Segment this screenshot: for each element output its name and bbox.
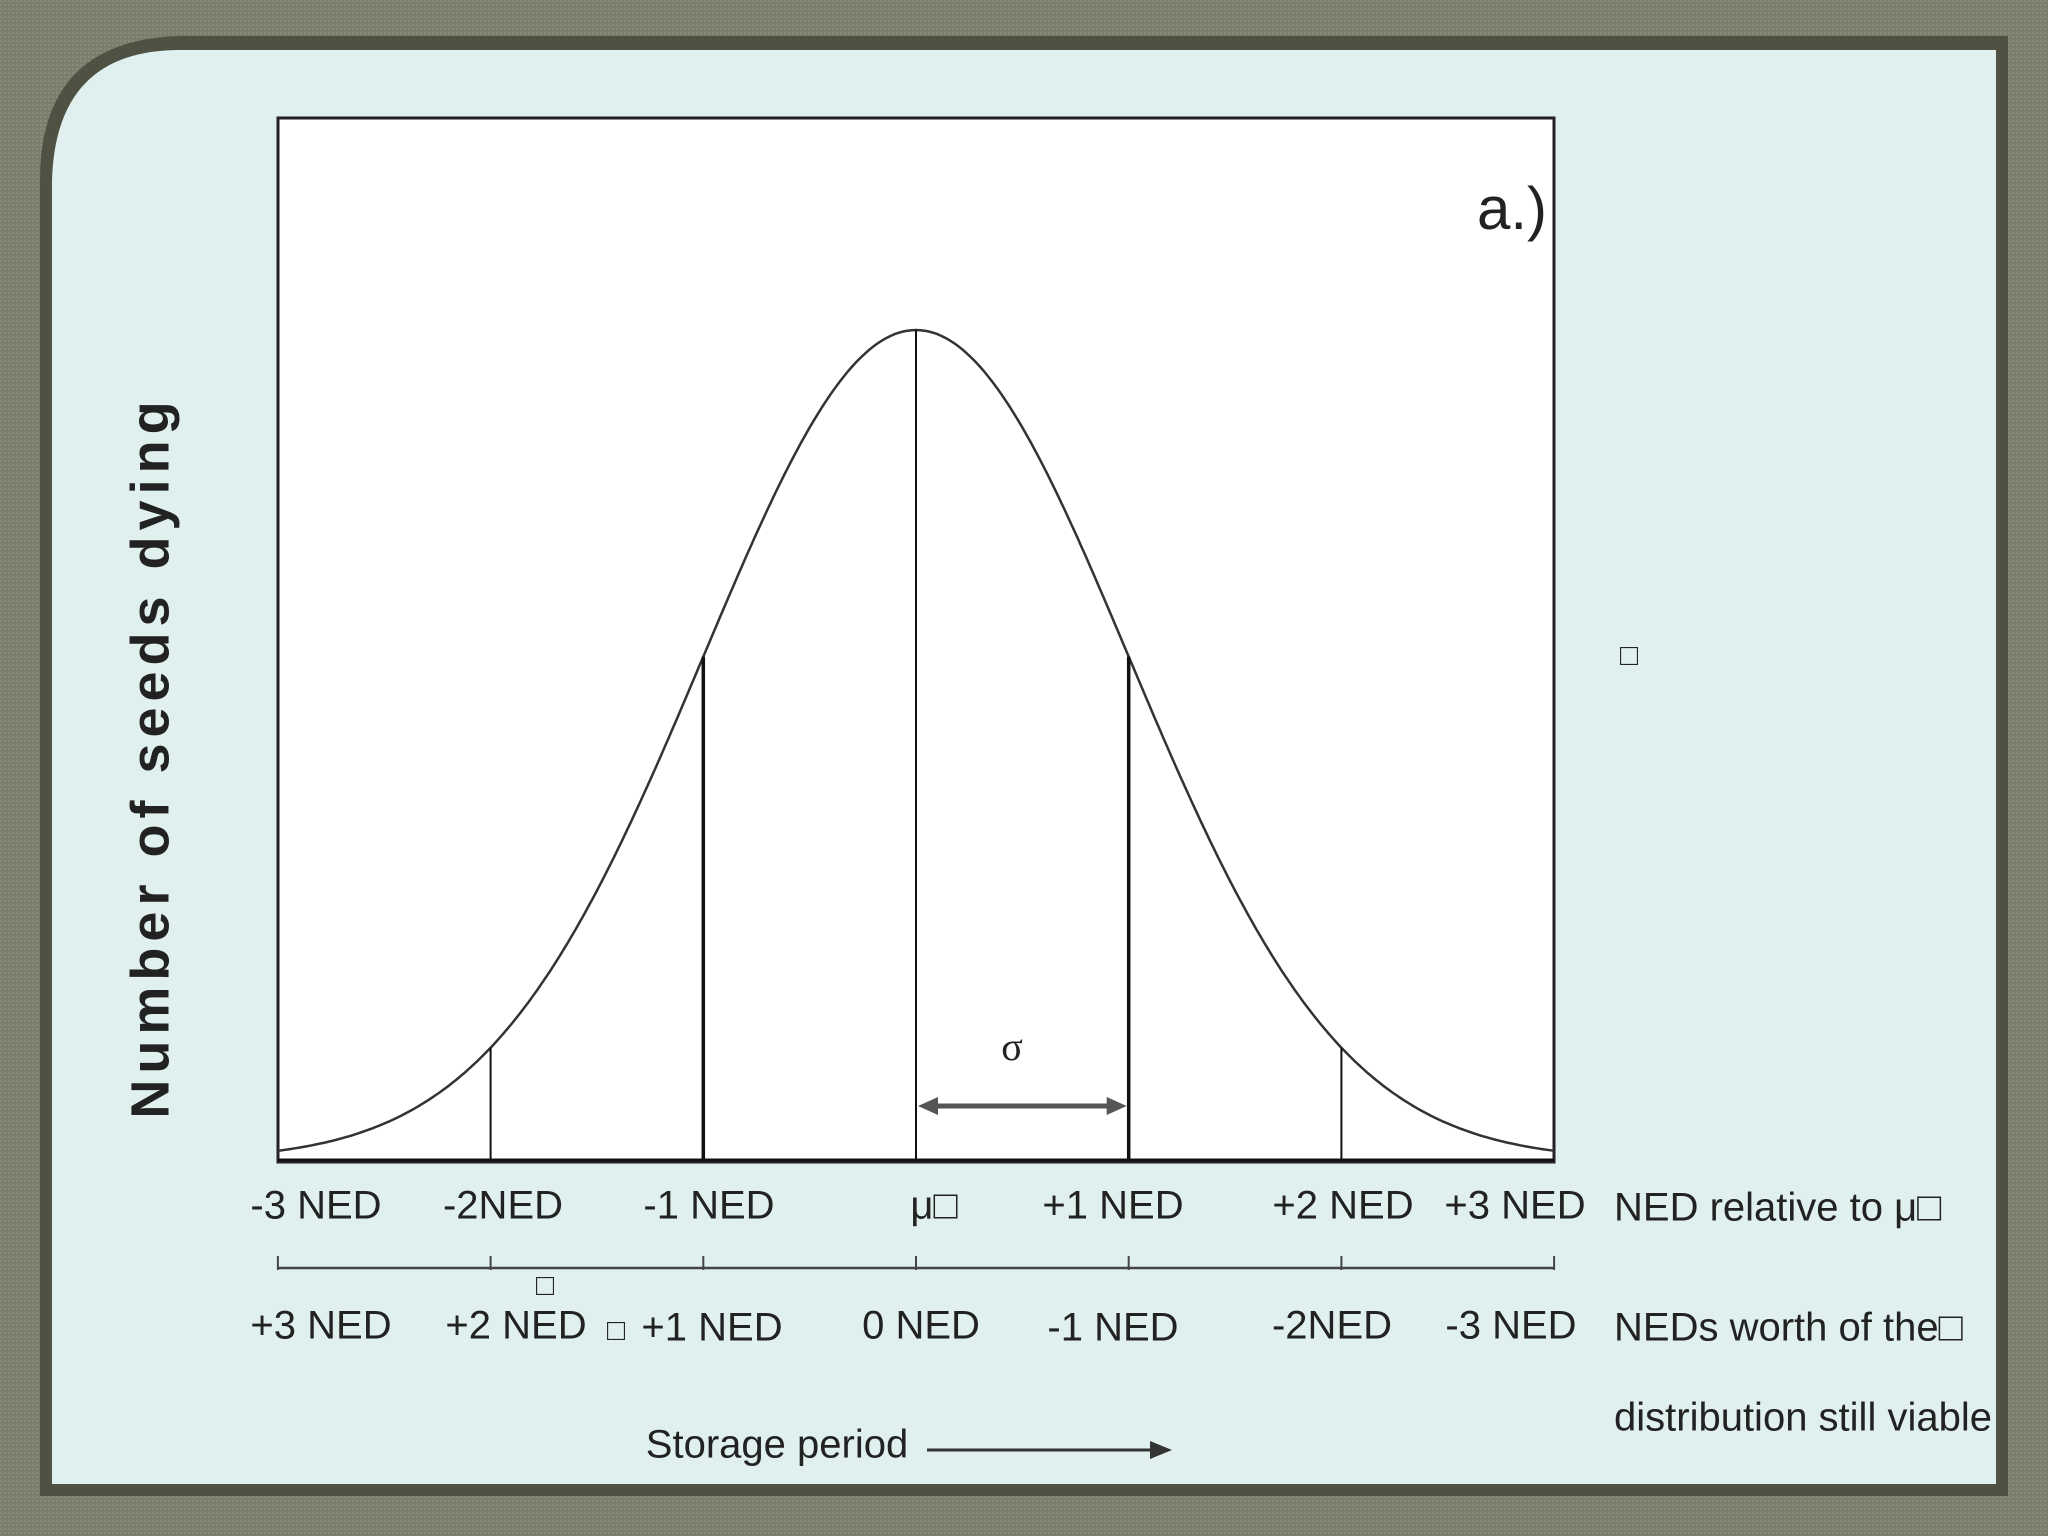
sigma-arrow-head xyxy=(918,1097,938,1115)
bottom-label: 0 NED xyxy=(862,1304,980,1348)
bottom-label: -3 NED xyxy=(1445,1304,1576,1348)
bottom-caption: distribution still viable xyxy=(1614,1396,1992,1440)
x-axis-label: Storage period xyxy=(646,1423,908,1467)
top-caption: NED relative to μ□ xyxy=(1614,1186,1941,1230)
stray-mark: □ xyxy=(607,1314,626,1347)
top-label: +2 NED xyxy=(1272,1184,1413,1228)
bottom-label: +1 NED xyxy=(641,1306,782,1350)
bottom-caption: NEDs worth of the□ xyxy=(1614,1306,1963,1350)
sigma-label: σ xyxy=(1001,1024,1023,1069)
top-label: μ□ xyxy=(910,1184,957,1228)
top-label: +1 NED xyxy=(1042,1184,1183,1228)
stray-mark: □ xyxy=(536,1269,555,1302)
stray-mark: □ xyxy=(1620,639,1639,672)
sigma-arrow-head xyxy=(1106,1097,1127,1115)
bottom-label: +2 NED xyxy=(445,1304,586,1348)
top-label: +3 NED xyxy=(1444,1184,1585,1228)
bottom-label: -1 NED xyxy=(1047,1306,1178,1350)
top-label: -3 NED xyxy=(250,1184,381,1228)
bottom-label: +3 NED xyxy=(250,1304,391,1348)
arrow-head xyxy=(1150,1441,1172,1459)
y-axis-label: Number of seeds dying xyxy=(120,395,180,1118)
bottom-label: -2NED xyxy=(1272,1304,1392,1348)
diagram xyxy=(276,328,1556,1270)
panel-label: a.) xyxy=(1477,175,1547,242)
top-label: -2NED xyxy=(443,1184,563,1228)
top-label: -1 NED xyxy=(643,1184,774,1228)
